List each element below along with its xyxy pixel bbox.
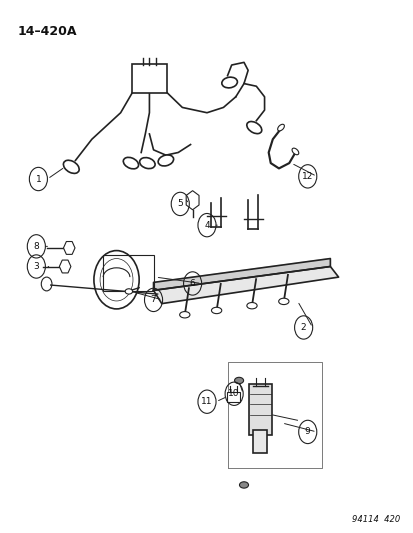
Ellipse shape bbox=[211, 307, 221, 313]
FancyBboxPatch shape bbox=[132, 64, 166, 93]
Text: 12: 12 bbox=[301, 172, 313, 181]
Ellipse shape bbox=[139, 158, 155, 168]
FancyBboxPatch shape bbox=[248, 384, 271, 435]
Ellipse shape bbox=[158, 155, 173, 166]
Text: 8: 8 bbox=[33, 242, 39, 251]
Text: 7: 7 bbox=[150, 295, 156, 304]
Ellipse shape bbox=[291, 148, 298, 155]
Polygon shape bbox=[153, 259, 330, 290]
Ellipse shape bbox=[234, 377, 243, 384]
Text: 11: 11 bbox=[201, 397, 212, 406]
Text: 94114  420: 94114 420 bbox=[351, 515, 399, 523]
Ellipse shape bbox=[221, 77, 237, 88]
FancyBboxPatch shape bbox=[253, 430, 267, 453]
Text: 4: 4 bbox=[204, 221, 209, 230]
Ellipse shape bbox=[125, 289, 132, 294]
Text: 5: 5 bbox=[177, 199, 183, 208]
Text: 6: 6 bbox=[189, 279, 195, 288]
Text: 3: 3 bbox=[33, 262, 39, 271]
Text: 2: 2 bbox=[300, 323, 306, 332]
FancyBboxPatch shape bbox=[227, 392, 240, 402]
Ellipse shape bbox=[246, 122, 261, 134]
Text: 9: 9 bbox=[304, 427, 310, 437]
Ellipse shape bbox=[246, 303, 256, 309]
Ellipse shape bbox=[278, 298, 288, 304]
Ellipse shape bbox=[239, 482, 248, 488]
Ellipse shape bbox=[277, 124, 284, 131]
Ellipse shape bbox=[179, 312, 190, 318]
Text: 10: 10 bbox=[228, 389, 239, 398]
Text: 1: 1 bbox=[36, 174, 41, 183]
Polygon shape bbox=[153, 266, 338, 304]
Ellipse shape bbox=[63, 160, 79, 173]
Text: 14–420A: 14–420A bbox=[18, 25, 77, 38]
Ellipse shape bbox=[123, 157, 138, 169]
